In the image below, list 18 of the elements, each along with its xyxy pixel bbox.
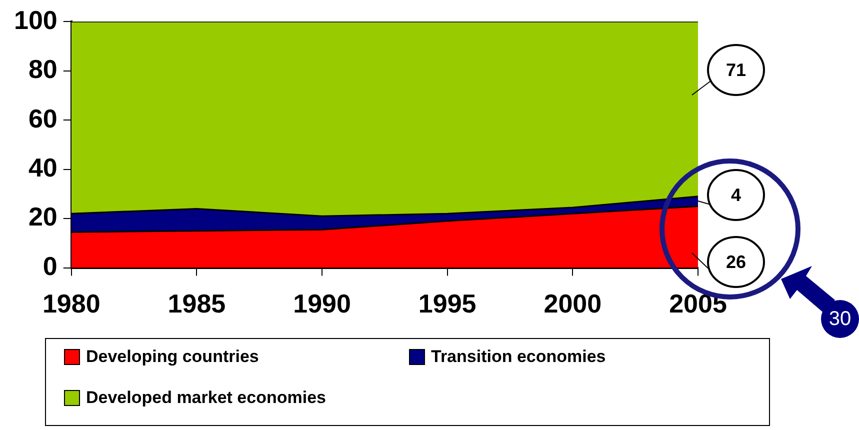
text: 71 xyxy=(726,60,746,80)
text: 4 xyxy=(730,184,742,205)
y-tick-label: 60 xyxy=(28,103,58,134)
legend-label: Developing countries xyxy=(86,347,259,367)
y-tick-label: 80 xyxy=(28,54,58,84)
y-tick-label: 0 xyxy=(42,250,58,281)
x-tick-label: 1990 xyxy=(293,288,351,319)
legend-label: Transition economies xyxy=(431,347,606,367)
text: 30 xyxy=(821,300,859,338)
y-tick-label: 100 xyxy=(14,4,58,35)
x-tick-label: 1995 xyxy=(418,288,476,319)
y-tick-label: 20 xyxy=(28,202,58,232)
x-tick-label: 1980 xyxy=(42,288,100,319)
y-tick-label: 40 xyxy=(28,152,58,182)
x-tick-label: 2000 xyxy=(544,288,602,319)
text: 26 xyxy=(726,252,746,272)
legend-label: Developed market economies xyxy=(86,388,326,408)
x-tick-label: 1985 xyxy=(168,288,226,319)
